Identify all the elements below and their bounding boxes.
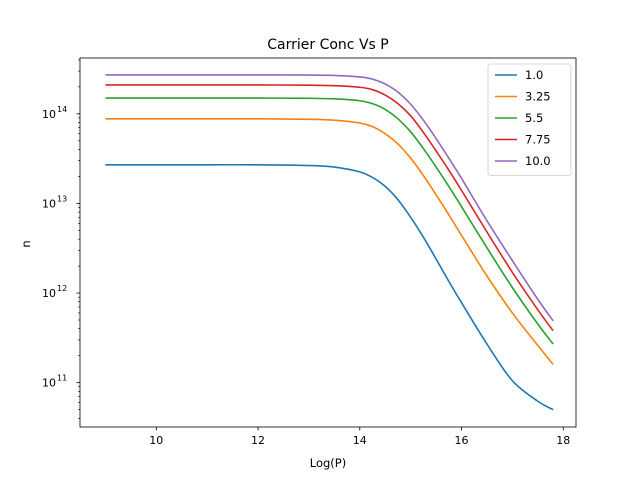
- y-tick-label: 10: [42, 108, 56, 121]
- x-axis: 10 12 14 16 18: [149, 427, 570, 447]
- legend-label-3: 7.75: [525, 133, 551, 147]
- y-tick-exponent: 11: [57, 374, 67, 383]
- plot-area: [79, 57, 577, 428]
- y-tick-label: 10: [42, 197, 56, 210]
- chart-title: Carrier Conc Vs P: [267, 37, 388, 53]
- y-tick-label: 10: [42, 377, 56, 390]
- series-line-3: [105, 84, 554, 332]
- y-tick-exponent: 14: [57, 105, 67, 114]
- x-tick-label: 14: [353, 434, 367, 447]
- legend-label-2: 5.5: [525, 111, 543, 125]
- y-tick-exponent: 12: [57, 284, 67, 293]
- legend: 1.0 3.25 5.5 7.75 10.0: [487, 63, 572, 176]
- y-axis-label: n: [19, 240, 33, 247]
- legend-label-1: 3.25: [525, 90, 551, 104]
- series-lines: [105, 74, 554, 411]
- x-tick-label: 16: [455, 434, 469, 447]
- x-tick-label: 12: [251, 434, 265, 447]
- legend-label-4: 10.0: [525, 154, 551, 168]
- y-tick-exponent: 13: [57, 194, 67, 203]
- plot-frame: [79, 57, 577, 428]
- series-line-1: [105, 117, 554, 365]
- x-tick-label: 18: [556, 434, 570, 447]
- y-tick-label: 10: [42, 287, 56, 300]
- x-tick-label: 10: [149, 434, 163, 447]
- series-line-4: [105, 74, 554, 322]
- series-line-2: [105, 97, 554, 345]
- legend-label-0: 1.0: [525, 68, 543, 82]
- legend-box: [487, 63, 572, 176]
- series-line-0: [105, 163, 554, 411]
- x-axis-label: Log(P): [310, 456, 346, 470]
